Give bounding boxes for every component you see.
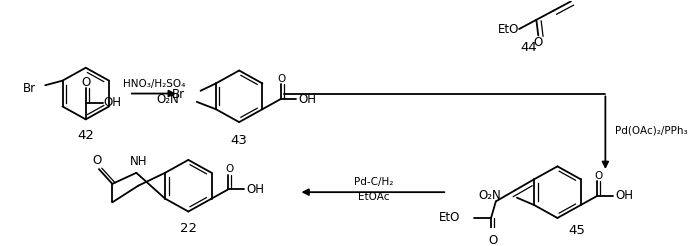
Text: EtO: EtO <box>498 23 519 35</box>
Text: O₂N: O₂N <box>157 93 179 107</box>
Text: EtO: EtO <box>439 212 461 224</box>
Text: 22: 22 <box>180 222 197 235</box>
Text: 43: 43 <box>231 134 248 147</box>
Text: OH: OH <box>246 183 264 196</box>
Text: 42: 42 <box>77 129 94 142</box>
Text: EtOAc: EtOAc <box>358 192 389 202</box>
Text: O₂N: O₂N <box>478 189 500 202</box>
Text: Pd-C/H₂: Pd-C/H₂ <box>354 177 393 187</box>
Text: O: O <box>81 76 90 89</box>
Text: O: O <box>533 36 543 49</box>
Text: OH: OH <box>615 189 633 202</box>
Text: O: O <box>277 74 286 84</box>
Text: Pd(OAc)₂/PPh₃: Pd(OAc)₂/PPh₃ <box>615 125 687 135</box>
Text: O: O <box>489 234 498 246</box>
Text: O: O <box>594 170 603 181</box>
Text: 45: 45 <box>568 224 585 237</box>
Text: HNO₃/H₂SO₄: HNO₃/H₂SO₄ <box>122 79 185 89</box>
Text: OH: OH <box>104 96 122 109</box>
Text: OH: OH <box>298 92 316 106</box>
Text: 44: 44 <box>520 41 537 54</box>
Text: Br: Br <box>172 88 186 101</box>
Text: O: O <box>92 154 102 167</box>
Text: NH: NH <box>130 155 147 168</box>
Text: Br: Br <box>23 81 36 94</box>
Text: O: O <box>225 164 233 174</box>
